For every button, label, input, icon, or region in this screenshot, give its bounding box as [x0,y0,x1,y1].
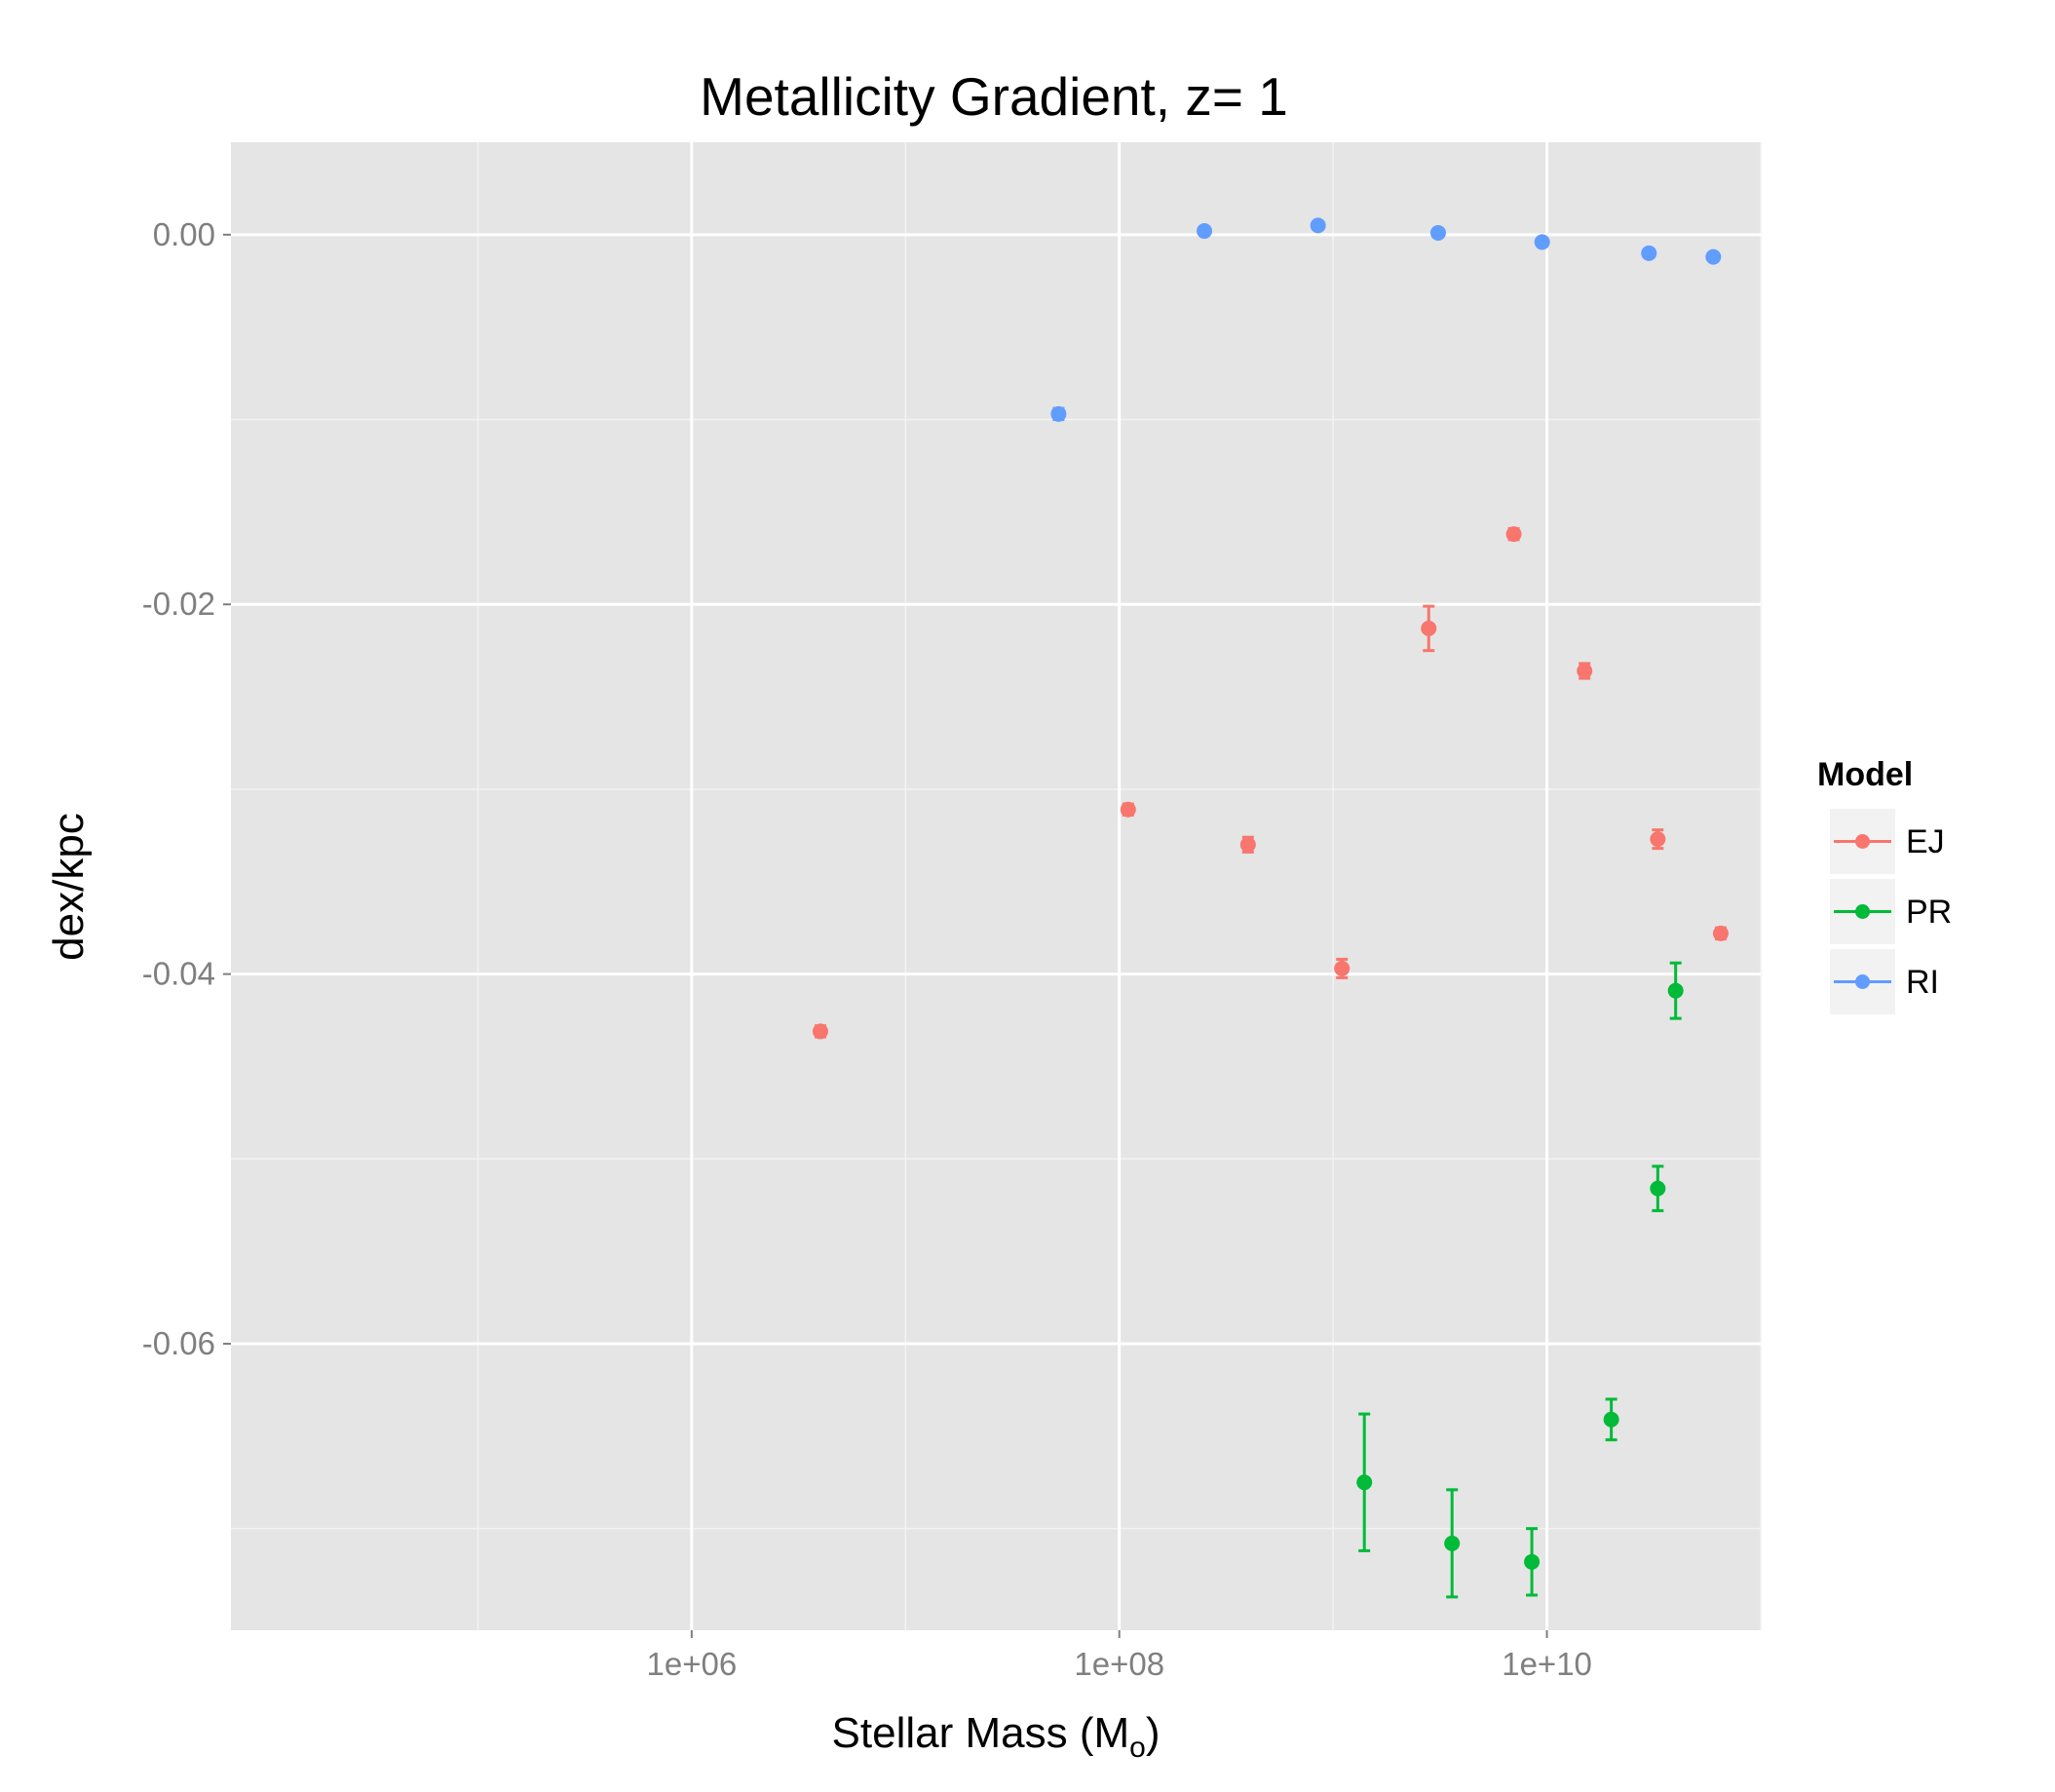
marks-layer [812,217,1729,1599]
y-tick-label: -0.02 [142,586,215,622]
point-ri [1705,248,1722,265]
plot-panel [231,142,1761,1630]
point-ej [1650,831,1666,848]
legend-item-ej: EJ [1830,809,1945,874]
legend-title: Model [1817,756,1913,793]
legend-item-ri: RI [1830,949,1939,1014]
point-ej [1712,925,1729,941]
series-ej [812,526,1729,1040]
point-pr [1603,1411,1619,1428]
chart-title: Metallicity Gradient, z= 1 [700,66,1288,127]
y-tick-label: -0.04 [142,956,215,992]
point-pr [1356,1474,1373,1491]
x-axis-title: Stellar Mass (Mo) [832,1709,1161,1764]
legend-key-point [1855,974,1870,989]
point-pr [1444,1535,1461,1551]
legend-items: EJ PR RI [1830,809,1952,1014]
point-ej [1334,960,1351,976]
y-tick-label: -0.06 [142,1325,215,1361]
y-axis-title: dex/kpc [45,813,93,961]
point-ej [1421,620,1437,636]
point-ri [1429,224,1446,241]
point-ri [1197,223,1213,240]
y-tick-label: 0.00 [153,216,215,252]
legend-label: RI [1906,964,1939,1001]
point-pr [1667,982,1684,999]
legend-key-point [1855,904,1870,919]
legend-label: PR [1906,894,1952,931]
x-tick-label: 1e+06 [647,1646,738,1682]
series-pr [1356,961,1684,1599]
point-ri [1310,217,1326,234]
point-ri [1641,245,1657,261]
point-ej [812,1023,828,1040]
point-ej [1239,836,1256,853]
x-axis-title-main: Stellar Mass (M [832,1709,1130,1757]
point-pr [1524,1553,1541,1570]
x-axis-title-close: ) [1146,1709,1161,1757]
point-ej [1505,526,1522,543]
point-ej [1120,801,1136,818]
point-ej [1577,663,1593,679]
x-tick-label: 1e+10 [1502,1646,1592,1682]
point-pr [1650,1180,1666,1197]
point-ri [1050,405,1067,422]
x-tick-label: 1e+08 [1074,1646,1164,1682]
axis-layer: 1e+06 1e+08 1e+10 0.00 -0.02 -0.04 -0.06 [142,216,1592,1682]
legend: Model EJ PR RI [1817,756,1952,1014]
legend-key-point [1855,834,1870,849]
grid-layer [231,142,1762,1630]
x-axis-title-subscript: o [1129,1732,1146,1764]
legend-label: EJ [1906,823,1945,860]
series-ri [1050,217,1722,422]
legend-item-pr: PR [1830,879,1952,944]
point-ri [1534,234,1550,250]
